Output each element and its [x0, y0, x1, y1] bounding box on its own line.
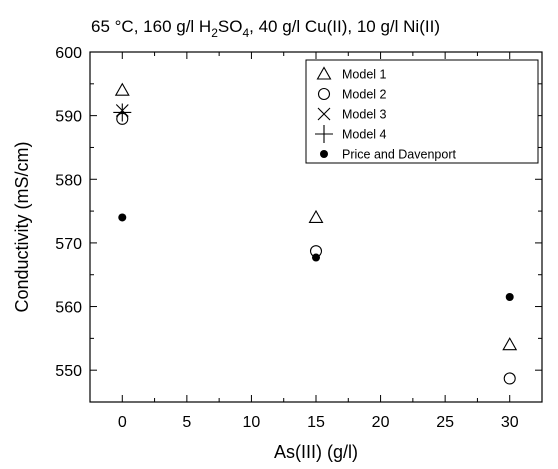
y-tick-label: 580 [55, 172, 82, 189]
point-circle-filled [505, 293, 514, 301]
legend-label: Model 4 [342, 128, 387, 142]
legend-label: Model 3 [342, 108, 387, 122]
x-tick-label: 25 [436, 414, 454, 431]
x-tick-label: 5 [182, 414, 191, 431]
point-triangle-open [114, 82, 130, 96]
y-tick-label: 600 [55, 45, 82, 62]
legend-marker-plus [315, 125, 333, 143]
x-axis-label: As(III) (g/l) [274, 442, 358, 462]
point-circle-open [503, 372, 516, 385]
y-tick-label: 560 [55, 300, 82, 317]
point-plus [113, 103, 132, 122]
legend-marker-circle-open [317, 87, 331, 101]
legend-label: Price and Davenport [342, 148, 456, 162]
axis-ticks: 0 5 10 15 20 25 30 550 560 570 580 590 600 [55, 45, 542, 431]
x-tick-label: 15 [307, 414, 325, 431]
x-tick-label: 20 [372, 414, 390, 431]
point-triangle-open [308, 209, 324, 224]
legend-marker-triangle-open [316, 66, 332, 80]
x-tick-label: 10 [243, 414, 261, 431]
legend-label: Model 1 [342, 68, 387, 82]
point-triangle-open [502, 337, 518, 351]
point-circle-filled [312, 253, 320, 262]
title-subscript-2: 2 [211, 26, 218, 40]
y-axis-label: Conductivity (mS/cm) [12, 141, 32, 312]
point-circle-filled [118, 213, 127, 222]
y-tick-label: 550 [55, 363, 82, 380]
y-tick-label: 570 [55, 236, 82, 253]
y-tick-label: 590 [55, 109, 82, 126]
title-part-so: SO [218, 17, 243, 36]
title-part-main: 65 °C, 160 g/l H [91, 17, 211, 36]
legend-box [305, 59, 539, 164]
legend: Model 1 Model 2 Model 3 Model 4 Price and Da… [305, 59, 539, 164]
legend-marker-x [317, 107, 331, 121]
legend-marker-circle-filled [320, 150, 328, 158]
title-part-tail: , 40 g/l Cu(II), 10 g/l Ni(II) [249, 17, 440, 36]
x-tick-label: 0 [118, 414, 127, 431]
legend-label: Model 2 [342, 88, 387, 102]
title-subscript-4: 4 [242, 26, 249, 40]
chart-title: 65 °C, 160 g/l H2SO4, 40 g/l Cu(II), 10 … [91, 17, 440, 40]
x-tick-label: 30 [501, 414, 519, 431]
data-marks [113, 82, 518, 385]
